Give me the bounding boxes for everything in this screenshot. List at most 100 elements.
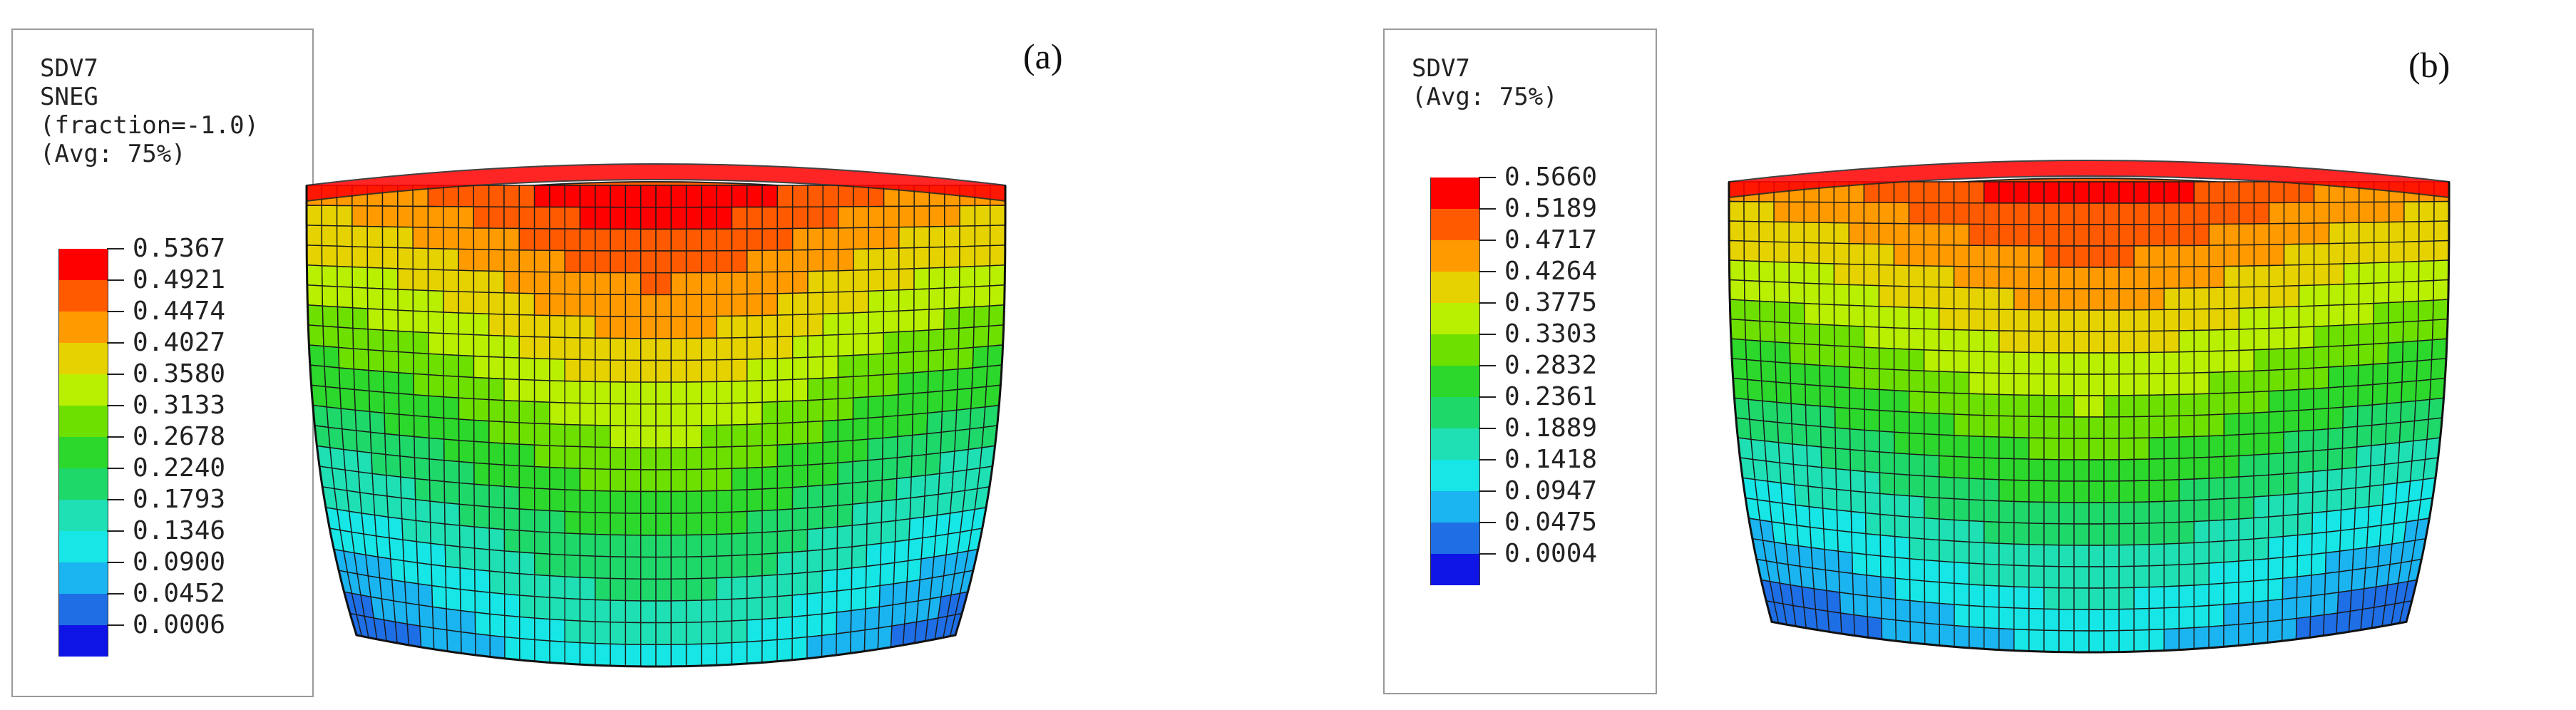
- legend-value: 0.0452: [133, 579, 226, 608]
- mesh-element: [418, 604, 434, 629]
- mesh-element: [549, 640, 566, 664]
- mesh-element: [564, 597, 581, 622]
- mesh-element: [1924, 622, 1941, 647]
- mesh-element: [518, 400, 535, 424]
- mesh-element: [898, 268, 915, 291]
- mesh-element: [1788, 302, 1805, 324]
- mesh-element: [2058, 629, 2075, 653]
- mesh-element: [1731, 358, 1748, 381]
- mesh-element: [1864, 450, 1881, 473]
- mesh-element: [868, 353, 884, 376]
- mesh-element: [822, 249, 839, 272]
- mesh-element: [2148, 224, 2165, 247]
- mesh-element: [2013, 181, 2030, 204]
- mesh-element: [1939, 582, 1955, 605]
- mesh-element: [429, 500, 446, 525]
- legend-tick: [107, 279, 124, 281]
- mesh-element: [322, 305, 339, 328]
- mesh-element: [821, 505, 838, 529]
- mesh-element: [2313, 242, 2330, 265]
- mesh-element: [2073, 181, 2090, 204]
- mesh-element: [1776, 401, 1792, 425]
- mesh-element: [503, 550, 520, 575]
- mesh-element: [2418, 220, 2435, 242]
- mesh-element: [1894, 431, 1910, 455]
- mesh-element: [2013, 309, 2030, 332]
- mesh-element: [2148, 607, 2165, 631]
- mesh-element: [1848, 325, 1865, 348]
- mesh-element: [1833, 324, 1850, 347]
- mesh-element: [1804, 364, 1821, 386]
- mesh-element: [701, 577, 717, 601]
- mesh-element: [974, 245, 991, 267]
- mesh-element: [2328, 263, 2345, 286]
- mesh-element: [432, 627, 448, 652]
- mesh-element: [1969, 393, 1985, 416]
- mesh-element: [2383, 442, 2401, 465]
- legend-value: 0.1889: [1504, 413, 1598, 443]
- mesh-element: [2193, 245, 2210, 267]
- mesh-element: [2028, 202, 2045, 225]
- mesh-element: [344, 469, 361, 493]
- mesh-element: [383, 391, 400, 416]
- mesh-element: [1730, 318, 1747, 341]
- mesh-element: [2313, 222, 2330, 245]
- mesh-element: [2297, 429, 2314, 453]
- legend-tick: [1479, 177, 1496, 178]
- panel-a: SDV7 SNEG (fraction=-1.0) (Avg: 75%) 0.5…: [11, 29, 1063, 697]
- mesh-element: [655, 381, 672, 405]
- mesh-element: [2073, 267, 2090, 289]
- mesh-element: [2163, 542, 2180, 566]
- mesh-element: [417, 583, 433, 608]
- mesh-element: [369, 411, 386, 435]
- mesh-element: [2253, 369, 2270, 393]
- mesh-element: [853, 269, 869, 292]
- mesh-element: [428, 374, 445, 398]
- mesh-element: [2058, 416, 2075, 439]
- mesh-element: [2193, 435, 2210, 458]
- mesh-element: [670, 490, 687, 514]
- mesh-element: [504, 636, 520, 661]
- mesh-element: [1984, 202, 2000, 225]
- mesh-element: [503, 572, 520, 596]
- mesh-element: [2432, 299, 2449, 321]
- mesh-element: [2163, 181, 2180, 204]
- mesh-element: [928, 287, 945, 310]
- mesh-element: [1969, 181, 1985, 204]
- mesh-element: [685, 556, 702, 580]
- mesh-element: [731, 597, 748, 622]
- mesh-element: [716, 249, 733, 274]
- mesh-element: [367, 308, 384, 331]
- mesh-element: [2268, 494, 2284, 518]
- legend-value: 0.0475: [1504, 508, 1598, 537]
- mesh-element: [716, 468, 733, 492]
- mesh-element: [1969, 287, 1985, 310]
- mesh-element: [1998, 564, 2015, 587]
- mesh-element: [351, 205, 368, 227]
- mesh-element: [2208, 202, 2225, 225]
- mesh-element: [489, 592, 506, 617]
- mesh-element: [1759, 320, 1776, 343]
- mesh-element: [2298, 408, 2314, 432]
- legend-value: 0.4717: [1504, 225, 1598, 254]
- mesh-element: [761, 249, 779, 273]
- legend-swatch: [1430, 523, 1480, 554]
- mesh-element: [716, 359, 733, 383]
- mesh-element: [1864, 512, 1882, 536]
- mesh-element: [549, 249, 565, 273]
- mesh-element: [2103, 608, 2120, 632]
- mesh-element: [2088, 587, 2105, 610]
- mesh-element: [1864, 408, 1880, 432]
- mesh-element: [746, 336, 763, 360]
- mesh-element: [2013, 500, 2030, 524]
- mesh-element: [503, 593, 520, 618]
- mesh-element: [2328, 324, 2345, 347]
- mesh-element: [2326, 488, 2343, 513]
- mesh-element: [1924, 475, 1940, 499]
- mesh-element: [1881, 617, 1897, 642]
- mesh-element: [2282, 576, 2298, 600]
- mesh-element: [1826, 590, 1842, 614]
- mesh-element: [898, 372, 914, 396]
- mesh-element: [806, 528, 823, 552]
- mesh-element: [625, 425, 642, 448]
